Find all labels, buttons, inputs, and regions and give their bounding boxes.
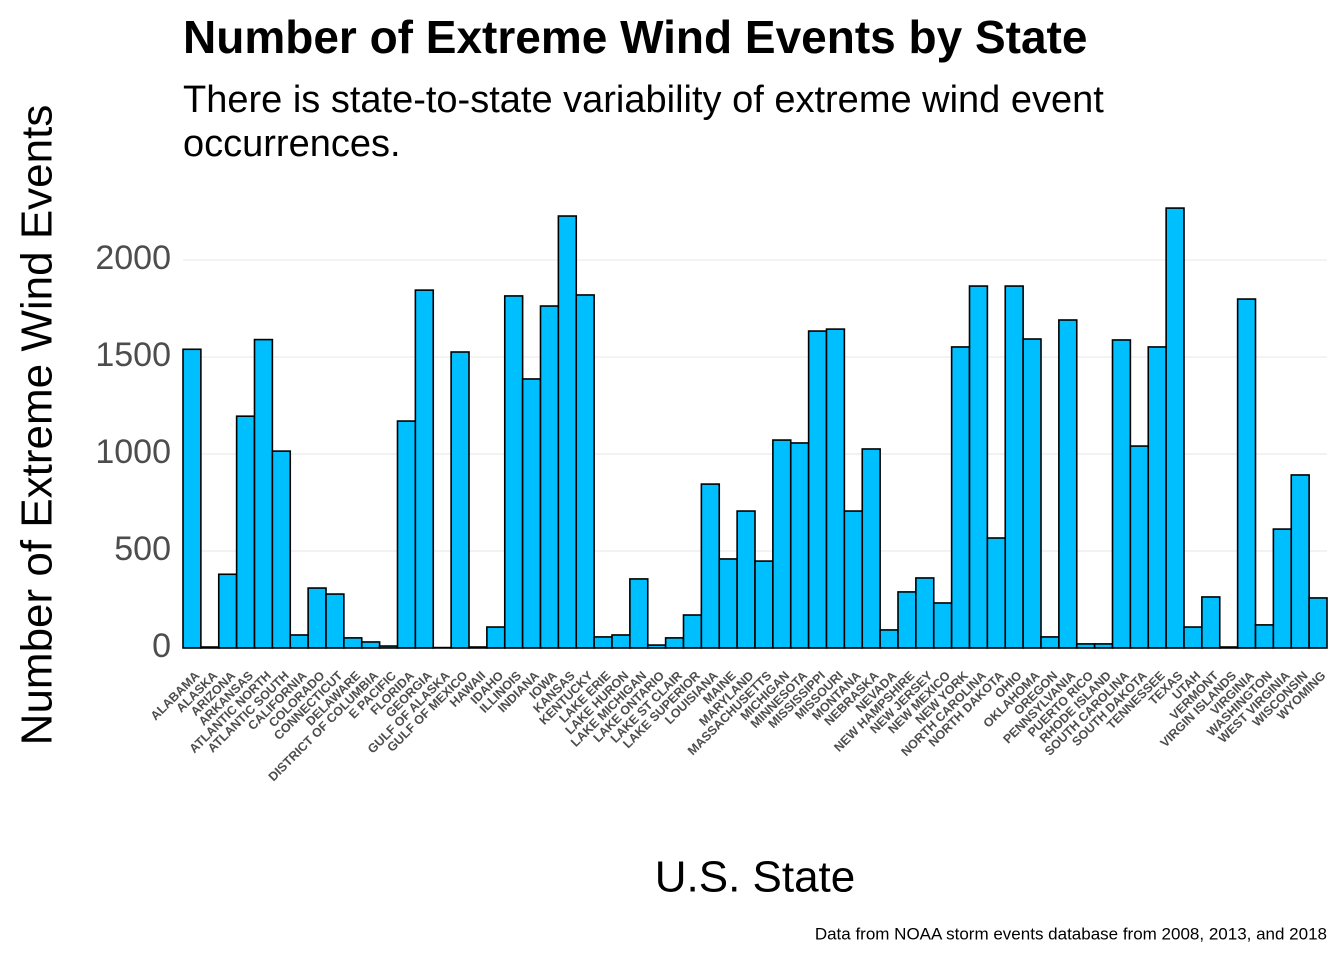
bar xyxy=(682,614,703,649)
bar xyxy=(772,439,792,649)
bar xyxy=(503,295,524,649)
bar xyxy=(307,587,327,649)
chart-subtitle: There is state-to-state variability of e… xyxy=(183,79,1104,165)
bar xyxy=(414,289,435,649)
y-tick-label: 500 xyxy=(114,530,171,568)
bar xyxy=(629,578,649,649)
bar xyxy=(1183,626,1203,649)
bar xyxy=(843,510,864,649)
bar xyxy=(1165,207,1185,649)
bar xyxy=(468,646,488,649)
bar xyxy=(754,560,774,649)
bar xyxy=(736,510,756,649)
bar xyxy=(271,450,292,649)
bar xyxy=(378,645,399,649)
bar xyxy=(343,637,363,649)
bar xyxy=(986,537,1007,649)
bar xyxy=(664,637,685,649)
bar xyxy=(897,591,917,649)
bar xyxy=(325,593,345,649)
bar xyxy=(539,305,560,649)
bar xyxy=(1147,346,1167,649)
bar xyxy=(235,415,256,649)
bar xyxy=(968,285,989,649)
bar xyxy=(1111,339,1132,649)
bar xyxy=(1093,643,1114,649)
bar xyxy=(1040,636,1060,649)
bar xyxy=(521,378,542,649)
bar xyxy=(1129,445,1150,649)
bar xyxy=(1254,624,1275,649)
y-tick-label: 2000 xyxy=(95,239,171,277)
bar xyxy=(807,330,828,649)
bar xyxy=(289,634,309,649)
caption: Data from NOAA storm events database fro… xyxy=(815,924,1327,943)
bar xyxy=(217,573,238,649)
bar xyxy=(450,351,470,649)
bar xyxy=(396,420,417,649)
bar xyxy=(1218,646,1239,649)
chart-title: Number of Extreme Wind Events by State xyxy=(183,11,1088,63)
bar xyxy=(200,646,220,649)
x-axis-title: U.S. State xyxy=(655,853,856,902)
bar xyxy=(1290,474,1310,649)
bar xyxy=(557,215,578,649)
bar xyxy=(950,346,971,649)
bar xyxy=(915,577,935,649)
bar xyxy=(253,338,274,649)
bar xyxy=(360,641,381,649)
bar xyxy=(789,442,810,649)
y-tick-label: 1500 xyxy=(95,336,171,374)
bar xyxy=(861,448,881,649)
y-tick-label: 0 xyxy=(152,627,171,665)
bar xyxy=(1272,528,1293,649)
bar xyxy=(825,328,846,649)
bar xyxy=(932,602,953,649)
bar xyxy=(1075,643,1096,649)
y-axis-title: Number of Extreme Wind Events xyxy=(13,105,62,746)
bar xyxy=(1058,319,1078,649)
bar xyxy=(1236,298,1257,649)
bar xyxy=(700,483,721,649)
bar xyxy=(646,644,667,649)
bar xyxy=(1308,597,1328,649)
bar xyxy=(718,558,738,649)
bar xyxy=(486,626,506,649)
bar xyxy=(1004,285,1024,649)
bar xyxy=(1022,338,1042,649)
bar xyxy=(879,629,899,649)
bar xyxy=(1201,596,1221,649)
bar xyxy=(611,634,631,649)
bar xyxy=(182,348,202,649)
bar xyxy=(575,294,595,649)
y-tick-label: 1000 xyxy=(95,433,171,471)
bar xyxy=(593,636,613,649)
